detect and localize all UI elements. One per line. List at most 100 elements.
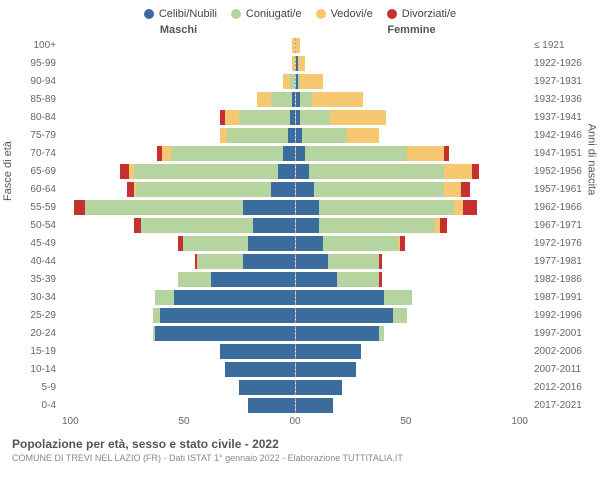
segment-cel [248,236,295,251]
segment-con [384,290,412,305]
segment-con [227,128,287,143]
segment-cel [296,236,324,251]
age-row: 0-42017-2021 [12,396,588,414]
birth-year-label: 1932-1936 [528,94,588,105]
segment-ved [162,146,171,161]
female-bar [296,200,529,215]
segment-ved [220,128,227,143]
x-tick: 50 [400,416,411,427]
age-label: 45-49 [12,238,62,249]
segment-con [323,236,397,251]
segment-ved [296,38,301,53]
segment-cel [243,200,294,215]
female-bar [296,218,529,233]
male-bar [62,254,296,269]
legend-dot [387,9,397,19]
segment-cel [296,128,303,143]
legend-label: Celibi/Nubili [159,8,217,20]
segment-ved [347,128,380,143]
segment-div [379,272,381,287]
age-row: 75-791942-1946 [12,126,588,144]
legend-label: Divorziati/e [402,8,456,20]
female-bar [296,182,529,197]
bar-area [62,254,528,269]
bar-area [62,74,528,89]
segment-cel [271,182,294,197]
female-bar [296,146,529,161]
age-label: 10-14 [12,364,62,375]
segment-cel [160,308,295,323]
birth-year-label: 2007-2011 [528,364,588,375]
age-row: 55-59 1962-1966 [12,198,588,216]
age-row: 95-991922-1926 [12,54,588,72]
age-row: 50-541967-1971 [12,216,588,234]
female-bar [296,236,529,251]
segment-div [461,182,470,197]
age-label: 35-39 [12,274,62,285]
male-header: Maschi [62,24,295,36]
segment-div [127,182,134,197]
segment-ved [407,146,444,161]
legend-label: Coniugati/e [246,8,302,20]
segment-con [171,146,283,161]
male-bar [62,74,296,89]
chart-title: Popolazione per età, sesso e stato civil… [12,437,588,451]
segment-con [239,110,290,125]
segment-con [271,92,292,107]
male-bar [62,272,296,287]
male-bar [62,380,296,395]
segment-cel [290,110,295,125]
legend-dot [231,9,241,19]
birth-year-label: 1962-1966 [528,202,588,213]
bar-area [62,146,528,161]
male-bar [62,182,296,197]
age-row: 15-192002-2006 [12,342,588,360]
male-bar [62,308,296,323]
bar-area [62,272,528,287]
male-bar [62,218,296,233]
male-bar [62,146,296,161]
segment-cel [296,380,343,395]
birth-year-label: 2002-2006 [528,346,588,357]
age-row: 100+≤ 1921 [12,36,588,54]
segment-con [300,110,330,125]
bar-area [62,128,528,143]
segment-con [393,308,407,323]
age-row: 30-341987-1991 [12,288,588,306]
segment-ved [292,38,294,53]
birth-year-label: 2012-2016 [528,382,588,393]
segment-con [136,182,271,197]
female-bar [296,326,529,341]
birth-year-label: 1922-1926 [528,58,588,69]
segment-con [141,218,253,233]
segment-div [472,164,479,179]
birth-year-label: 1987-1991 [528,292,588,303]
age-row: 40-441977-1981 [12,252,588,270]
birth-year-label: 1937-1941 [528,112,588,123]
segment-div [440,218,447,233]
bar-area [62,182,528,197]
age-row: 85-891932-1936 [12,90,588,108]
legend-dot [316,9,326,19]
age-label: 55-59 [12,202,62,213]
male-bar [62,236,296,251]
age-row: 70-741947-1951 [12,144,588,162]
age-row: 60-641957-1961 [12,180,588,198]
age-label: 75-79 [12,130,62,141]
segment-div [463,200,477,215]
male-bar [62,38,296,53]
segment-ved [444,182,460,197]
male-bar [62,290,296,305]
segment-cel [243,254,294,269]
segment-cel [296,164,310,179]
segment-ved [330,110,386,125]
y-axis-left-label: Fasce di età [2,141,14,201]
x-tick: 0 [295,416,301,427]
bar-area [62,200,528,215]
age-label: 40-44 [12,256,62,267]
bar-area [62,110,528,125]
legend-item: Coniugati/e [231,8,302,20]
y-axis-right-label: Anni di nascita [586,124,598,196]
population-pyramid-chart: Celibi/NubiliConiugati/eVedovi/eDivorzia… [0,0,600,500]
age-label: 90-94 [12,76,62,87]
